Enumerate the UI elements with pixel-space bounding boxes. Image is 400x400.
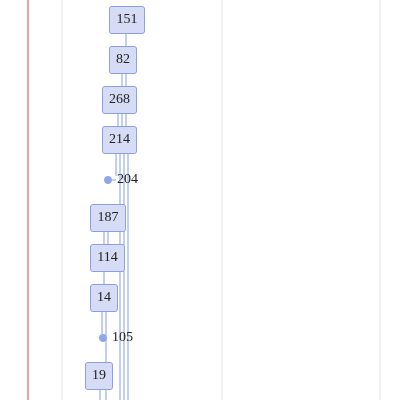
tree-node[interactable]: 268 bbox=[102, 86, 137, 114]
leaf-dot[interactable] bbox=[99, 334, 107, 342]
tree-node[interactable]: 214 bbox=[102, 126, 137, 154]
leaf-label: 105 bbox=[112, 330, 133, 345]
tree-node[interactable]: 187 bbox=[90, 204, 126, 232]
leaf-label: 204 bbox=[117, 172, 138, 187]
tree-node[interactable]: 82 bbox=[109, 46, 137, 74]
leaf-dot[interactable] bbox=[104, 176, 112, 184]
tree-node[interactable]: 151 bbox=[109, 6, 145, 34]
tree-node[interactable]: 14 bbox=[90, 284, 118, 312]
tree-node[interactable]: 114 bbox=[90, 244, 125, 272]
tree-edges bbox=[99, 34, 129, 400]
tree-node[interactable]: 19 bbox=[85, 362, 113, 390]
